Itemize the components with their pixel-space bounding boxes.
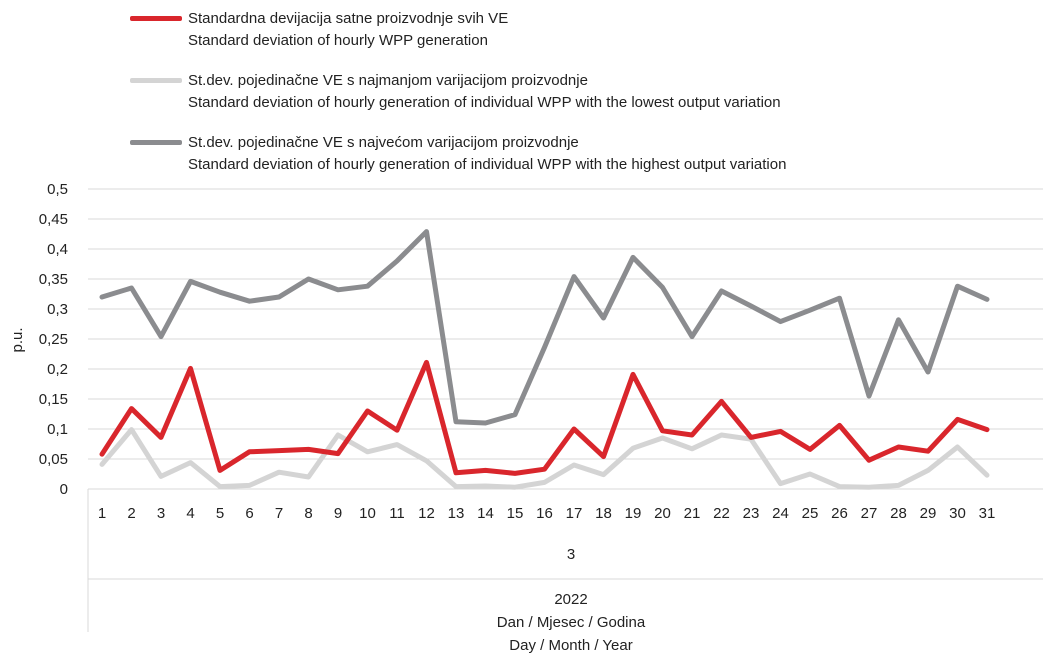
series-line-lowest: [99, 427, 990, 490]
y-tick-label: 0: [60, 481, 68, 498]
x-tick-label: 19: [625, 505, 642, 522]
x-tick-label: 6: [245, 505, 253, 522]
x-tick-labels: 1 2 3 4 5 6 7 8 9 10 11 12 13 14 15 16 17 18 19 20 21 22 23 24 2…: [98, 505, 996, 522]
legend-label-total-hr: Standardna devijacija satne proizvodnje …: [188, 10, 509, 27]
legend-label-highest-hr: St.dev. pojedinačne VE s najvećom varija…: [188, 134, 579, 151]
x-tick-label: 18: [595, 505, 612, 522]
x-tick-label: 20: [654, 505, 671, 522]
legend-label-lowest-hr: St.dev. pojedinačne VE s najmanjom varij…: [188, 72, 588, 89]
legend-label-total-en: Standard deviation of hourly WPP generat…: [188, 32, 488, 49]
y-tick-label: 0,4: [47, 241, 68, 258]
x-axis-structure: [87, 489, 1043, 632]
y-tick-label: 0,5: [47, 181, 68, 198]
x-tick-label: 12: [418, 505, 435, 522]
y-tick-label: 0,35: [39, 271, 68, 288]
legend-label-highest-en: Standard deviation of hourly generation …: [188, 156, 787, 173]
month-label: 3: [567, 546, 575, 563]
y-axis-label: p.u.: [9, 327, 26, 352]
x-axis-label-line1: Dan / Mjesec / Godina: [497, 614, 646, 631]
y-tick-label: 0,2: [47, 361, 68, 378]
series-line-total: [99, 359, 990, 476]
legend-text-total: Standardna devijacija satne proizvodnje …: [188, 8, 508, 52]
y-tick-label: 0,15: [39, 391, 68, 408]
x-tick-label: 26: [831, 505, 848, 522]
x-tick-label: 10: [359, 505, 376, 522]
x-tick-label: 31: [979, 505, 996, 522]
x-tick-label: 24: [772, 505, 789, 522]
x-tick-label: 5: [216, 505, 224, 522]
x-tick-label: 23: [743, 505, 760, 522]
gridlines: [88, 188, 1043, 490]
x-tick-label: 28: [890, 505, 907, 522]
y-tick-label: 0,1: [47, 421, 68, 438]
y-tick-label: 0,45: [39, 211, 68, 228]
x-tick-label: 27: [861, 505, 878, 522]
y-tick-label: 0,3: [47, 301, 68, 318]
legend-swatch-highest: [130, 140, 182, 145]
legend-item-total: Standardna devijacija satne proizvodnje …: [130, 6, 1030, 68]
x-tick-label: 4: [186, 505, 194, 522]
legend: Standardna devijacija satne proizvodnje …: [130, 6, 1030, 192]
y-tick-label: 0,25: [39, 331, 68, 348]
legend-label-lowest-en: Standard deviation of hourly generation …: [188, 94, 781, 111]
x-tick-label: 1: [98, 505, 106, 522]
x-tick-label: 2: [127, 505, 135, 522]
x-tick-label: 17: [566, 505, 583, 522]
legend-swatch-total: [130, 16, 182, 21]
x-tick-label: 15: [507, 505, 524, 522]
x-tick-label: 9: [334, 505, 342, 522]
year-label: 2022: [554, 591, 587, 608]
x-axis-label-line2: Day / Month / Year: [509, 637, 632, 654]
x-tick-label: 13: [448, 505, 465, 522]
legend-text-highest: St.dev. pojedinačne VE s najvećom varija…: [188, 132, 786, 176]
x-tick-label: 16: [536, 505, 553, 522]
legend-swatch-lowest: [130, 78, 182, 83]
y-tick-labels: 0 0,05 0,1 0,15 0,2 0,25 0,3 0,35 0,4 0,45 0,5: [39, 181, 68, 498]
legend-item-lowest: St.dev. pojedinačne VE s najmanjom varij…: [130, 68, 1030, 130]
x-tick-label: 14: [477, 505, 494, 522]
x-tick-label: 22: [713, 505, 730, 522]
x-tick-label: 8: [304, 505, 312, 522]
x-tick-label: 25: [802, 505, 819, 522]
x-tick-label: 11: [389, 505, 405, 522]
x-tick-label: 7: [275, 505, 283, 522]
x-tick-label: 29: [920, 505, 937, 522]
x-tick-label: 30: [949, 505, 966, 522]
legend-text-lowest: St.dev. pojedinačne VE s najmanjom varij…: [188, 70, 781, 114]
x-tick-label: 3: [157, 505, 165, 522]
series-line-highest: [99, 229, 990, 426]
series-lines: [99, 229, 990, 490]
x-tick-label: 21: [684, 505, 701, 522]
legend-item-highest: St.dev. pojedinačne VE s najvećom varija…: [130, 130, 1030, 192]
y-tick-label: 0,05: [39, 451, 68, 468]
